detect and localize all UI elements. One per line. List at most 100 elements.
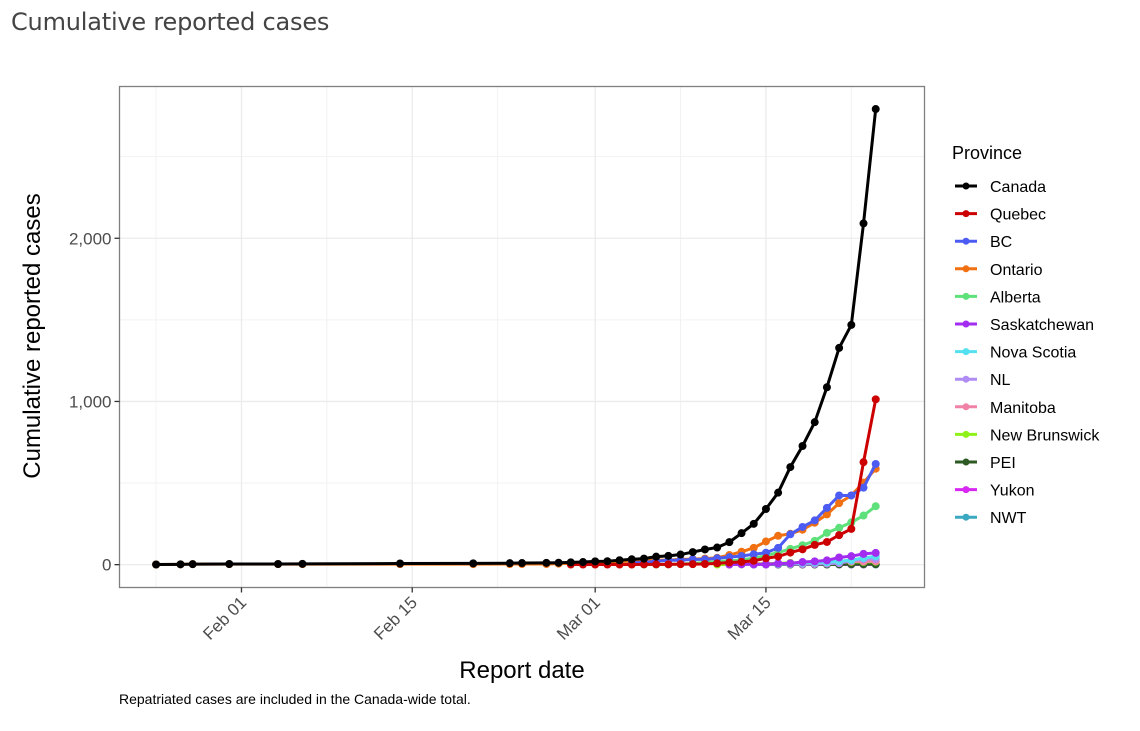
data-point bbox=[652, 552, 661, 561]
page-title: Cumulative reported cases bbox=[11, 8, 330, 36]
data-point bbox=[737, 552, 746, 561]
y-axis: 0 1,000 2,000 bbox=[69, 229, 120, 575]
data-point bbox=[713, 559, 722, 568]
data-point bbox=[274, 560, 283, 569]
legend-key-point bbox=[962, 210, 970, 218]
legend-key-point bbox=[962, 182, 970, 190]
data-point bbox=[786, 548, 795, 557]
data-point bbox=[542, 558, 551, 567]
legend-label: BC bbox=[990, 234, 1012, 251]
legend-key-point bbox=[962, 486, 970, 494]
legend-item: Canada bbox=[955, 179, 1046, 196]
plot-panel bbox=[119, 86, 925, 588]
legend-label: Ontario bbox=[990, 262, 1043, 279]
data-point bbox=[761, 560, 770, 569]
data-point bbox=[676, 550, 685, 559]
data-point bbox=[810, 516, 819, 525]
data-point bbox=[761, 554, 770, 563]
legend-item: Quebec bbox=[955, 207, 1046, 224]
data-point bbox=[664, 551, 673, 560]
x-axis: Feb 01 Feb 15 Mar 01 Mar 15 bbox=[199, 587, 775, 644]
legend-label: NWT bbox=[990, 510, 1027, 527]
data-point bbox=[810, 418, 819, 427]
legend-key-point bbox=[962, 348, 970, 356]
legend-key-point bbox=[962, 458, 970, 466]
data-point bbox=[835, 553, 844, 562]
legend-key-point bbox=[962, 513, 970, 521]
data-point bbox=[774, 559, 783, 568]
x-axis-title: Report date bbox=[459, 657, 584, 684]
data-point bbox=[749, 519, 758, 528]
legend: Province Canada Quebec BC Ontario Alberta Sas… bbox=[952, 143, 1100, 527]
data-point bbox=[835, 343, 844, 352]
data-point bbox=[737, 529, 746, 538]
plot-panel-border bbox=[118, 85, 926, 589]
data-point bbox=[664, 560, 673, 569]
data-point bbox=[798, 545, 807, 554]
legend-key-point bbox=[962, 403, 970, 411]
legend-label: Nova Scotia bbox=[990, 345, 1076, 362]
legend-label: New Brunswick bbox=[990, 427, 1100, 444]
y-tick-label: 0 bbox=[102, 556, 111, 575]
data-point bbox=[176, 560, 185, 569]
data-point bbox=[713, 543, 722, 552]
data-point bbox=[591, 557, 600, 566]
data-point bbox=[835, 531, 844, 540]
data-point bbox=[859, 458, 868, 467]
data-point bbox=[774, 531, 783, 540]
legend-key-point bbox=[962, 375, 970, 383]
chart-caption: Repatriated cases are included in the Ca… bbox=[119, 691, 471, 707]
data-point bbox=[615, 556, 624, 565]
legend-item: PEI bbox=[955, 455, 1016, 472]
data-point bbox=[798, 522, 807, 531]
data-point bbox=[627, 555, 636, 564]
data-point bbox=[505, 559, 514, 568]
legend-item: Saskatchewan bbox=[955, 317, 1094, 334]
legend-key-point bbox=[962, 237, 970, 245]
y-tick-label: 2,000 bbox=[69, 229, 112, 248]
data-point bbox=[725, 538, 734, 547]
x-tick-label: Feb 15 bbox=[370, 593, 421, 644]
data-point bbox=[835, 491, 844, 500]
data-point bbox=[786, 530, 795, 539]
legend-label: NL bbox=[990, 372, 1011, 389]
data-point bbox=[554, 558, 563, 567]
data-point bbox=[871, 502, 880, 511]
data-point bbox=[639, 554, 648, 563]
data-point bbox=[786, 559, 795, 568]
data-point bbox=[700, 560, 709, 569]
data-point bbox=[859, 483, 868, 492]
x-tick-label: Feb 01 bbox=[199, 593, 250, 644]
data-point bbox=[859, 219, 868, 228]
legend-key-point bbox=[962, 265, 970, 273]
legend-label: PEI bbox=[990, 455, 1016, 472]
data-point bbox=[152, 560, 161, 569]
data-point bbox=[566, 558, 575, 567]
data-point bbox=[822, 528, 831, 537]
data-point bbox=[822, 503, 831, 512]
data-point bbox=[786, 463, 795, 472]
legend-item: NL bbox=[955, 372, 1011, 389]
data-point bbox=[847, 491, 856, 500]
legend-key-point bbox=[962, 430, 970, 438]
legend-label: Saskatchewan bbox=[990, 317, 1094, 334]
data-point bbox=[518, 559, 526, 568]
data-point bbox=[871, 459, 880, 468]
series-line bbox=[156, 108, 878, 566]
legend-label: Yukon bbox=[990, 483, 1034, 500]
legend-label: Alberta bbox=[990, 289, 1041, 306]
data-point bbox=[676, 560, 685, 569]
data-point bbox=[774, 543, 783, 552]
legend-item: Nova Scotia bbox=[955, 345, 1076, 362]
data-point bbox=[761, 548, 770, 557]
data-point bbox=[578, 558, 587, 567]
data-point bbox=[749, 543, 758, 552]
legend-item: BC bbox=[955, 234, 1012, 251]
data-point bbox=[810, 557, 819, 566]
data-point bbox=[688, 560, 697, 569]
data-point bbox=[396, 559, 405, 568]
data-point bbox=[847, 524, 856, 533]
legend-item: Manitoba bbox=[955, 400, 1056, 417]
data-point bbox=[761, 537, 770, 546]
